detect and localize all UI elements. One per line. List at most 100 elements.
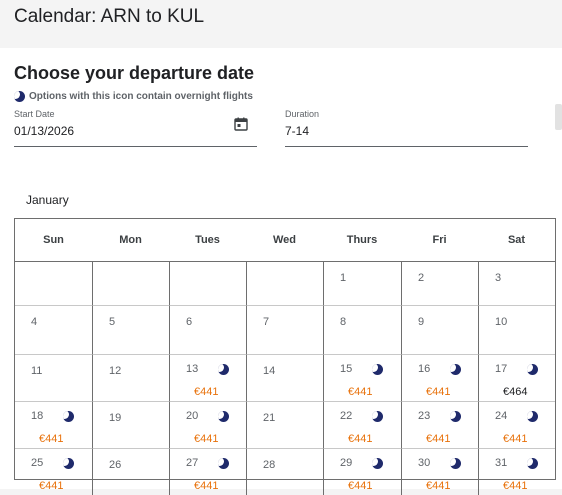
fare-price: €441 [426,433,451,445]
day-cell-21[interactable]: 21 [246,402,323,449]
day-cell-9[interactable]: 9 [401,306,478,355]
day-number: 17 [495,363,508,375]
fare-price: €441 [426,480,451,492]
fare-price: €441 [39,480,64,492]
empty-day-cell [246,262,323,306]
day-number: 18 [31,410,44,422]
day-cell-28[interactable]: 28 [246,449,323,495]
moon-icon [218,364,229,375]
day-cell-11[interactable]: 11 [15,355,92,402]
fare-price: €441 [348,386,373,398]
day-number: 5 [109,316,116,328]
day-cell-30[interactable]: 30 €441 [401,449,478,495]
day-cell-4[interactable]: 4 [15,306,92,355]
day-cell-23[interactable]: 23 €441 [401,402,478,449]
day-cell-3[interactable]: 3 [478,262,555,306]
day-number: 16 [418,363,431,375]
weekday-fri: Fri [432,234,447,246]
day-cell-29[interactable]: 29 €441 [323,449,401,495]
day-number: 8 [340,316,347,328]
day-number: 14 [263,365,276,377]
calendar-card: Choose your departure date Options with … [0,48,562,495]
day-cell-10[interactable]: 10 [478,306,555,355]
day-number: 2 [418,272,425,284]
start-date-field[interactable]: Start Date 01/13/2026 [14,108,257,147]
moon-icon [450,411,461,422]
day-number: 30 [418,457,431,469]
day-cell-18[interactable]: 18 €441 [15,402,92,449]
day-cell-19[interactable]: 19 [92,402,169,449]
duration-field[interactable]: Duration 7-14 [285,108,528,147]
fare-price: €441 [39,433,64,445]
empty-day-cell [92,262,169,306]
day-number: 24 [495,410,508,422]
day-cell-7[interactable]: 7 [246,306,323,355]
day-cell-16[interactable]: 16 €441 [401,355,478,402]
duration-value[interactable]: 7-14 [285,124,310,138]
day-number: 10 [495,316,508,328]
day-cell-12[interactable]: 12 [92,355,169,402]
fare-price: €441 [348,480,373,492]
day-cell-15[interactable]: 15 €441 [323,355,401,402]
moon-icon [63,458,74,469]
day-cell-25[interactable]: 25 €441 [15,449,92,495]
start-date-label: Start Date [14,109,55,119]
day-number: 29 [340,457,353,469]
day-cell-22[interactable]: 22 €441 [323,402,401,449]
moon-icon [372,364,383,375]
day-number: 21 [263,412,276,424]
moon-icon [14,90,25,102]
day-cell-31[interactable]: 31 €441 [478,449,555,495]
moon-icon [63,411,74,422]
day-cell-17[interactable]: 17 €464 [478,355,555,402]
day-number: 23 [418,410,431,422]
day-cell-1[interactable]: 1 [323,262,401,306]
weekday-tues: Tues [195,234,220,246]
day-cell-27[interactable]: 27 €441 [169,449,246,495]
empty-day-cell [15,262,92,306]
day-number: 26 [109,459,122,471]
day-number: 19 [109,412,122,424]
day-number: 6 [186,316,193,328]
page-title: Calendar: ARN to KUL [14,6,205,27]
day-number: 11 [31,365,43,377]
day-number: 12 [109,365,122,377]
day-number: 3 [495,272,502,284]
moon-icon [372,411,383,422]
day-number: 25 [31,457,44,469]
moon-icon [218,458,229,469]
weekday-sun: Sun [43,234,64,246]
overnight-legend-text: Options with this icon contain overnight… [29,90,253,102]
calendar-icon[interactable] [234,117,248,131]
day-cell-20[interactable]: 20 €441 [169,402,246,449]
scrollbar-handle[interactable] [555,104,562,130]
overnight-legend: Options with this icon contain overnight… [14,88,253,104]
day-cell-5[interactable]: 5 [92,306,169,355]
day-cell-6[interactable]: 6 [169,306,246,355]
moon-icon [450,364,461,375]
fare-price: €441 [348,433,373,445]
day-number: 15 [340,363,353,375]
day-number: 7 [263,316,270,328]
moon-icon [527,364,538,375]
day-cell-26[interactable]: 26 [92,449,169,495]
day-cell-24[interactable]: 24 €441 [478,402,555,449]
fare-price: €441 [426,386,451,398]
weekday-header: Sun Mon Tues Wed Thurs Fri Sat [15,219,555,262]
empty-day-cell [169,262,246,306]
moon-icon [527,411,538,422]
calendar-grid: Sun Mon Tues Wed Thurs Fri Sat 1 2 3 4 5 6 7 8 9 10 11 12… [14,218,556,495]
day-cell-2[interactable]: 2 [401,262,478,306]
fare-price: €441 [194,480,219,492]
day-cell-14[interactable]: 14 [246,355,323,402]
day-number: 20 [186,410,199,422]
day-number: 1 [340,272,347,284]
day-cell-13[interactable]: 13 €441 [169,355,246,402]
moon-icon [527,458,538,469]
weekday-wed: Wed [272,234,297,246]
day-cell-8[interactable]: 8 [323,306,401,355]
fare-price: €441 [194,433,219,445]
weekday-mon: Mon [119,234,142,246]
weekday-thurs: Thurs [346,234,378,246]
start-date-value[interactable]: 01/13/2026 [14,124,75,138]
